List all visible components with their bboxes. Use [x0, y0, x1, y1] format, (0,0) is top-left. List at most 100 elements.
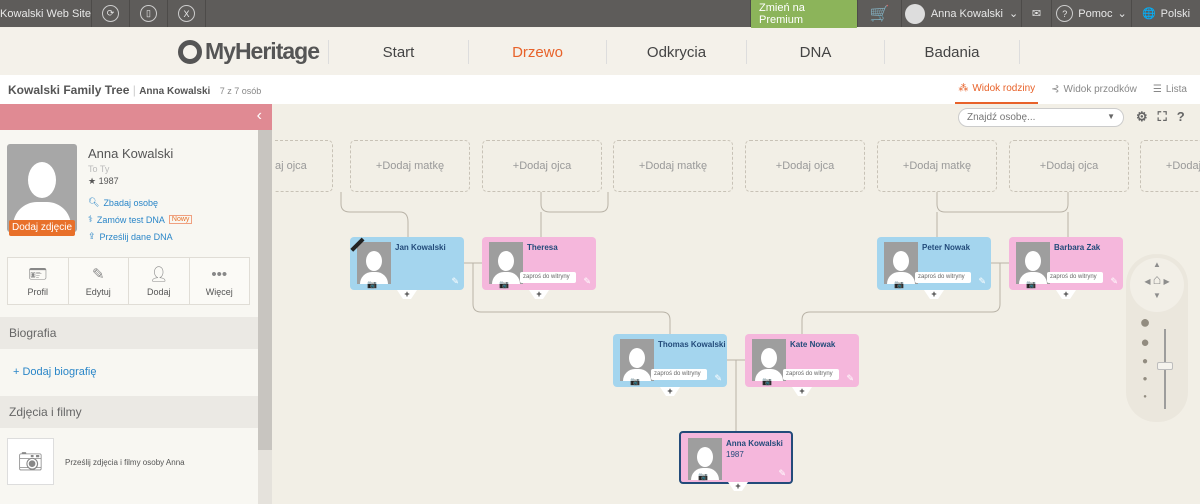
pan-control[interactable]: ▲ ◀ ⌂ ▶ ▼ [1130, 258, 1184, 312]
logo[interactable]: MyHeritage [178, 38, 320, 65]
dna-button[interactable]: X [168, 0, 206, 27]
edit-button[interactable]: ✎ Edytuj [69, 258, 129, 304]
mobile-icon: ▯ [140, 5, 157, 22]
person-year: 1987 [726, 450, 744, 459]
add-father-placeholder[interactable]: +Dodaj ojca [745, 140, 865, 192]
add-mother-placeholder[interactable]: +Dodaj matkę [350, 140, 470, 192]
add-father-placeholder[interactable]: aj ojca [275, 140, 333, 192]
nav-start[interactable]: Start [328, 40, 468, 64]
tab-label: Widok przodków [1063, 84, 1137, 95]
family-view-icon: ⁂ [958, 83, 969, 94]
order-dna-link[interactable]: ⚕ Zamów test DNA Nowy [88, 214, 193, 225]
gear-icon[interactable]: ⚙ [1136, 109, 1148, 124]
help-menu[interactable]: ? Pomoc ⌄ [1052, 0, 1132, 27]
person-card[interactable]: Barbara Zak zaproś do witryny 📷 ✎ + [1009, 237, 1123, 299]
person-card[interactable]: Kate Nowak zaproś do witryny 📷 ✎ + [745, 334, 859, 396]
language-label: Polski [1160, 7, 1191, 20]
user-menu[interactable]: Anna Kowalski ⌄ [902, 0, 1022, 27]
edit-icon[interactable]: ✎ [846, 373, 854, 383]
zoom-level-dots[interactable]: ● ● ● ● ● [1139, 312, 1151, 400]
tree-header: Kowalski Family Tree | Anna Kowalski 7 z… [0, 75, 1200, 104]
camera-icon[interactable]: 📷 [630, 377, 640, 386]
slider-handle[interactable] [1157, 362, 1173, 370]
person-card[interactable]: Jan Kowalski 📷 ✎ + [350, 237, 464, 299]
tab-ancestor-view[interactable]: ⊰ Widok przodków [1048, 75, 1140, 104]
nav-research[interactable]: Badania [884, 40, 1020, 64]
add-relative-button[interactable]: + [660, 387, 680, 396]
edit-icon[interactable]: ✎ [583, 276, 591, 286]
camera-icon[interactable]: 📷 [499, 280, 509, 289]
sync-button[interactable]: ⟳ [92, 0, 130, 27]
more-button[interactable]: ••• Więcej [190, 258, 250, 304]
upload-dna-link[interactable]: ⇪ Prześlij dane DNA [88, 231, 173, 242]
fullscreen-icon[interactable]: ⛶ [1157, 109, 1167, 124]
collapse-panel-icon[interactable]: ‹ [256, 107, 262, 124]
invite-button[interactable]: zaproś do witryny [1047, 272, 1103, 283]
premium-button[interactable]: Zmień na Premium [751, 0, 857, 29]
nav-discoveries[interactable]: Odkrycia [606, 40, 746, 64]
research-link[interactable]: 🔍︎ Zbadaj osobę [88, 197, 158, 208]
add-button[interactable]: 👤︎ Dodaj [129, 258, 190, 304]
nav-dna[interactable]: DNA [746, 40, 884, 64]
scrollbar-thumb[interactable] [258, 130, 272, 450]
language-menu[interactable]: 🌐 Polski [1132, 0, 1200, 27]
invite-button[interactable]: zaproś do witryny [783, 369, 839, 380]
invite-button[interactable]: zaproś do witryny [520, 272, 576, 283]
person-card[interactable]: Peter Nowak zaproś do witryny 📷 ✎ + [877, 237, 991, 299]
edit-icon[interactable]: ✎ [451, 276, 459, 286]
add-father-placeholder[interactable]: +Dodaj ojca [1009, 140, 1129, 192]
tab-label: Lista [1165, 84, 1187, 95]
add-father-placeholder[interactable]: +Dodaj ojca [482, 140, 602, 192]
add-relative-button[interactable]: + [792, 387, 812, 396]
add-relative-button[interactable]: + [924, 290, 944, 299]
site-link[interactable]: Kowalski Web Site [0, 0, 92, 27]
add-mother-placeholder[interactable]: +Dodaj matkę [613, 140, 733, 192]
female-silhouette-icon [752, 339, 786, 381]
panel-scrollbar[interactable] [258, 130, 272, 504]
dna-icon: ⚕ [88, 214, 93, 224]
help-label: Pomoc [1078, 7, 1113, 20]
person-card[interactable]: Theresa zaproś do witryny 📷 ✎ + [482, 237, 596, 299]
nav-tree[interactable]: Drzewo [468, 40, 606, 64]
edit-icon[interactable]: ✎ [1110, 276, 1118, 286]
add-relative-button[interactable]: + [529, 290, 549, 299]
profile-button[interactable]: 🪪︎ Profil [8, 258, 69, 304]
tree-name[interactable]: Kowalski Family Tree [8, 83, 130, 97]
camera-icon[interactable]: 📷 [894, 280, 904, 289]
biography-section-title: Biografia [0, 317, 258, 349]
male-silhouette-icon [620, 339, 654, 381]
find-person-input[interactable]: Znajdź osobę... ▼ [958, 108, 1124, 127]
person-name: Thomas Kowalski [658, 340, 726, 349]
tab-family-view[interactable]: ⁂ Widok rodziny [955, 75, 1039, 104]
add-photo-button[interactable]: Dodaj zdjęcie [9, 220, 75, 236]
edit-icon[interactable]: ✎ [978, 276, 986, 286]
cart-icon[interactable]: 🛒 [858, 0, 902, 27]
camera-icon[interactable]: 📷 [1026, 280, 1036, 289]
edit-icon[interactable]: ✎ [714, 373, 722, 383]
profile-photo[interactable] [7, 144, 77, 232]
add-mother-placeholder[interactable]: +Dodaj matkę [1140, 140, 1200, 192]
mobile-button[interactable]: ▯ [130, 0, 168, 27]
add-mother-placeholder[interactable]: +Dodaj matkę [877, 140, 997, 192]
help-icon[interactable]: ? [1176, 109, 1185, 124]
add-relative-button[interactable]: + [397, 290, 417, 299]
tab-list[interactable]: ☰ Lista [1150, 75, 1190, 104]
add-biography-link[interactable]: + Dodaj biografię [13, 366, 97, 378]
top-bar: Kowalski Web Site ⟳ ▯ X Zmień na Premium… [0, 0, 1200, 29]
invite-button[interactable]: zaproś do witryny [651, 369, 707, 380]
person-name: Theresa [527, 243, 558, 252]
mail-icon[interactable]: ✉ [1022, 0, 1052, 27]
invite-button[interactable]: zaproś do witryny [915, 272, 971, 283]
action-label: Profil [27, 287, 48, 297]
camera-icon[interactable]: 📷 [698, 472, 708, 481]
add-relative-button[interactable]: + [1056, 290, 1076, 299]
camera-icon[interactable]: 📷 [367, 280, 377, 289]
list-icon: ☰ [1152, 84, 1162, 95]
camera-icon[interactable]: 📷 [762, 377, 772, 386]
person-card-selected[interactable]: Anna Kowalski 1987 📷 ✎ + [679, 431, 793, 491]
add-photo-camera-icon[interactable]: 📷︎ [7, 438, 54, 485]
link-label: Zamów test DNA [96, 214, 165, 225]
add-relative-button[interactable]: + [728, 482, 748, 491]
edit-icon[interactable]: ✎ [778, 468, 786, 478]
person-card[interactable]: Thomas Kowalski zaproś do witryny 📷 ✎ + [613, 334, 727, 396]
